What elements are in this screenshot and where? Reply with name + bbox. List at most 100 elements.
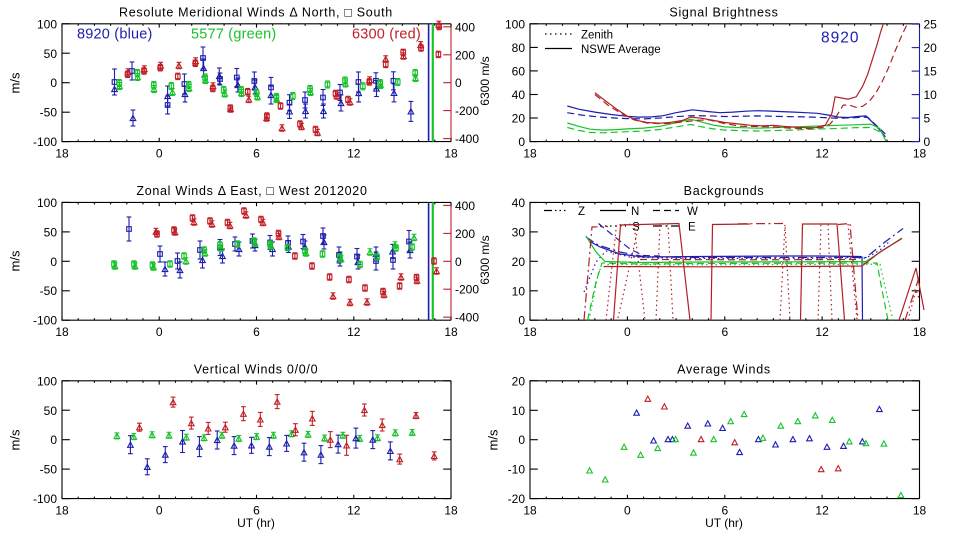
svg-text:18: 18: [913, 147, 927, 161]
svg-text:8920 (blue): 8920 (blue): [77, 27, 153, 43]
svg-text:200: 200: [455, 227, 475, 241]
svg-text:m/s: m/s: [8, 429, 23, 450]
svg-text:Average Winds: Average Winds: [677, 363, 771, 377]
svg-text:S: S: [632, 222, 640, 234]
svg-text:m/s: m/s: [486, 429, 501, 450]
svg-text:-50: -50: [40, 463, 58, 477]
svg-text:0: 0: [624, 325, 631, 339]
svg-text:18: 18: [523, 147, 537, 161]
svg-text:6300 m/s: 6300 m/s: [478, 235, 492, 284]
svg-text:m/s: m/s: [8, 72, 23, 93]
svg-text:18: 18: [55, 325, 69, 339]
svg-text:6300 m/s: 6300 m/s: [478, 56, 492, 105]
svg-text:20: 20: [512, 112, 526, 126]
svg-text:UT (hr): UT (hr): [705, 516, 743, 530]
svg-text:0: 0: [924, 135, 931, 149]
svg-text:6: 6: [253, 504, 260, 518]
svg-text:100: 100: [505, 17, 525, 31]
svg-text:20: 20: [512, 374, 526, 388]
svg-text:6: 6: [721, 325, 728, 339]
svg-text:50: 50: [44, 404, 58, 418]
svg-text:20: 20: [924, 41, 938, 55]
svg-text:6: 6: [253, 147, 260, 161]
svg-text:15: 15: [924, 65, 938, 79]
svg-text:5577 (green): 5577 (green): [191, 27, 276, 43]
svg-text:-400: -400: [455, 311, 479, 325]
svg-text:18: 18: [913, 504, 927, 518]
svg-text:Backgrounds: Backgrounds: [684, 184, 765, 198]
svg-text:0: 0: [50, 76, 57, 90]
svg-text:5: 5: [924, 112, 931, 126]
svg-text:0: 0: [156, 504, 163, 518]
svg-text:80: 80: [512, 41, 526, 55]
svg-text:W: W: [687, 206, 698, 218]
svg-text:-100: -100: [33, 492, 57, 506]
svg-text:400: 400: [455, 199, 475, 213]
svg-text:0: 0: [50, 255, 57, 269]
svg-text:N: N: [631, 206, 639, 218]
svg-text:10: 10: [512, 404, 526, 418]
svg-text:-50: -50: [40, 106, 58, 120]
svg-text:0: 0: [50, 433, 57, 447]
svg-text:40: 40: [512, 88, 526, 102]
svg-text:Signal Brightness: Signal Brightness: [669, 6, 778, 20]
svg-text:200: 200: [455, 48, 475, 62]
svg-text:8920: 8920: [821, 30, 859, 47]
svg-text:12: 12: [347, 504, 361, 518]
svg-text:10: 10: [512, 284, 526, 298]
svg-text:6: 6: [253, 325, 260, 339]
svg-text:m/s: m/s: [8, 250, 23, 271]
svg-text:0: 0: [518, 433, 525, 447]
svg-text:12: 12: [815, 147, 829, 161]
svg-text:Zonal Winds Δ East, □ West: Zonal Winds Δ East, □ West 2012020: [136, 184, 367, 198]
svg-text:400: 400: [455, 20, 475, 34]
svg-text:18: 18: [55, 147, 69, 161]
svg-text:6: 6: [721, 504, 728, 518]
svg-text:12: 12: [347, 147, 361, 161]
svg-text:-10: -10: [508, 463, 526, 477]
svg-text:-20: -20: [508, 492, 526, 506]
svg-text:-100: -100: [33, 314, 57, 328]
svg-text:18: 18: [444, 147, 458, 161]
svg-text:18: 18: [523, 504, 537, 518]
svg-text:Zenith: Zenith: [581, 30, 613, 42]
svg-text:-400: -400: [455, 132, 479, 146]
svg-text:E: E: [688, 222, 696, 234]
svg-text:0: 0: [455, 76, 462, 90]
svg-text:18: 18: [913, 325, 927, 339]
svg-text:6300 (red): 6300 (red): [352, 27, 421, 43]
svg-text:50: 50: [44, 225, 58, 239]
svg-text:0: 0: [624, 147, 631, 161]
svg-text:10: 10: [924, 88, 938, 102]
svg-text:18: 18: [55, 504, 69, 518]
svg-text:Resolute Meridional Winds Δ: Resolute Meridional Winds Δ North, □ Sou…: [119, 6, 393, 20]
svg-text:Z: Z: [578, 206, 585, 218]
svg-text:25: 25: [924, 18, 938, 32]
svg-text:40: 40: [512, 196, 526, 210]
svg-text:12: 12: [347, 325, 361, 339]
svg-text:20: 20: [512, 255, 526, 269]
svg-text:60: 60: [512, 64, 526, 78]
svg-text:12: 12: [815, 325, 829, 339]
svg-text:12: 12: [815, 504, 829, 518]
svg-text:0: 0: [518, 135, 525, 149]
svg-text:0: 0: [455, 255, 462, 269]
svg-text:100: 100: [37, 17, 57, 31]
svg-text:0: 0: [624, 504, 631, 518]
svg-text:0: 0: [518, 314, 525, 328]
svg-text:UT (hr): UT (hr): [237, 516, 275, 530]
svg-text:Vertical Winds 0/0/0: Vertical Winds 0/0/0: [194, 363, 318, 377]
svg-text:0: 0: [156, 325, 163, 339]
svg-text:18: 18: [523, 325, 537, 339]
svg-text:18: 18: [444, 325, 458, 339]
svg-text:100: 100: [37, 374, 57, 388]
svg-text:18: 18: [444, 504, 458, 518]
svg-text:NSWE Average: NSWE Average: [581, 44, 661, 56]
svg-text:-100: -100: [33, 135, 57, 149]
svg-text:-200: -200: [455, 104, 479, 118]
svg-text:6: 6: [721, 147, 728, 161]
svg-text:0: 0: [156, 147, 163, 161]
svg-text:100: 100: [37, 196, 57, 210]
svg-text:50: 50: [44, 47, 58, 61]
svg-text:-200: -200: [455, 283, 479, 297]
